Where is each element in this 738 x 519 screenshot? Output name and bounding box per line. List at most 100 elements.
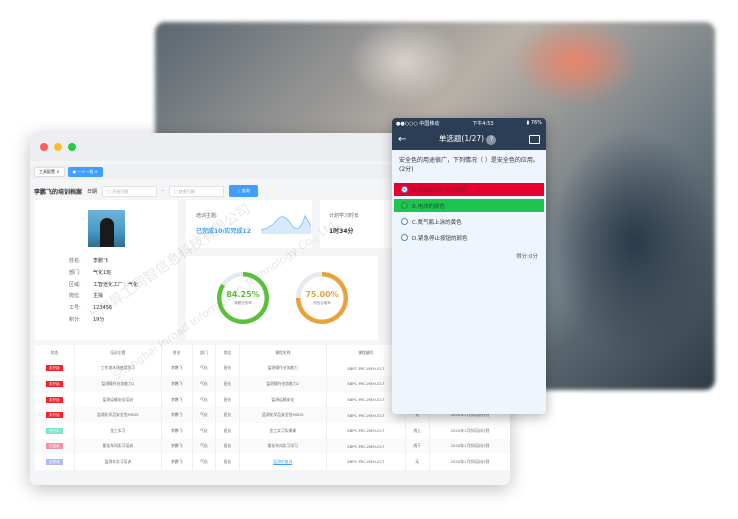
status-bar: ●●○○○ 中国移动 下午4:53 ▮ 76% [392,118,546,128]
table-cell: 气化 [192,376,217,392]
table-cell: 李鹏飞 [161,438,193,455]
maximize-dot[interactable] [68,143,76,151]
answer-card-icon[interactable] [528,134,540,144]
close-dot[interactable] [40,143,48,151]
end-date-input[interactable]: ▢ 结束日期 [168,185,224,197]
nav-bar: ← 单选题(1/27) ? [392,128,546,150]
value: 气化1班 [93,269,112,276]
ring-label: 测验合格率 [313,301,331,305]
table-cell: 2020年1月份培训计划 [429,422,510,439]
option-label: B.电线的颜色 [412,203,446,210]
tab-bar: 工具配置 × ● 一人一档 × [30,165,510,179]
label: 区域: [69,281,81,288]
date-label: 日期 [87,188,98,195]
query-button[interactable]: ○ 查询 [228,185,258,197]
label: 岗位: [69,293,81,300]
table-cell: 李鹏飞 [161,407,193,423]
column-header: 培训主题 [74,345,162,361]
table-cell: 班长 [215,391,240,408]
value: 19分 [93,316,105,323]
table-cell: 监测化学品安全包MSDS [239,407,327,423]
label: 部门: [69,269,81,276]
table-cell: 气化 [192,360,217,377]
table-cell: 李鹏飞 [161,454,193,470]
table-row[interactable]: 已结束 氨化车间实习培训 李鹏飞 气化 班长 氨化车间实习学习 SBPC-PEC-MEH-0… [35,438,510,455]
table-cell: 氨化车间实习培训 [74,438,162,455]
table-cell: 气化 [192,438,217,455]
option-b[interactable]: B.电线的颜色 [394,199,544,212]
tab-one-person-one-file[interactable]: ● 一人一档 × [67,167,104,177]
table-row[interactable]: 已完成 监测车实习培训 李鹏飞 气化 班长 监测车复训 SBPC-PEC-MEH-017 无 2… [35,454,510,470]
table-cell: 监测操作业务能力 [239,360,327,377]
table-row[interactable]: 进行中 金工实习 李鹏飞 气化 班长 金工实习实操课 SBPC-PEC-MEH-017 线上 2… [35,422,510,439]
table-cell: 监测化学品安全包MSDS [74,407,162,423]
table-cell: 工作流水线使用学习 [74,360,162,377]
value: 主操 [93,293,104,300]
quiz-pass-ring: 75.00% 测验合格率 [296,272,348,324]
training-value: 已完成10/应完成12 [196,228,251,235]
option-d[interactable]: D.紧急停止按钮的颜色 [394,231,544,244]
table-cell: 氨化车间实习学习 [239,438,327,455]
table-cell: 气化 [192,422,217,439]
status-badge: 未开始 [46,412,63,419]
label: 工号: [69,305,81,312]
profile-card: 姓名: 李鹏飞 部门: 气化1班 区域: 工智途化工厂：气化 岗位: 主操 工号: 123… [35,200,178,340]
table-cell: 金工实习 [74,422,162,439]
status-badge: 未开始 [46,365,63,372]
table-cell: 监测运输安全 [239,391,327,408]
sparkline [261,214,311,234]
value: 工智途化工厂：气化 [93,281,139,288]
value: 李鹏飞 [93,258,109,264]
label: 姓名: [69,258,81,264]
table-cell: 李鹏飞 [161,422,193,439]
plan-value: 1时34分 [329,228,354,235]
ring-label: 课题完成率 [234,301,252,305]
plan-label: 计划学习时长 [329,213,360,219]
status-badge: 进行中 [46,427,63,434]
column-header: 课程名称 [239,345,327,361]
question-text: 安全色的用途很广，下列情况（ ）是安全色的应用。(2分) [399,157,539,173]
tab-tool-config[interactable]: 工具配置 × [34,167,65,177]
profile-info: 姓名: 李鹏飞 部门: 气化1班 区域: 工智途化工厂：气化 岗位: 主操 工号: 123… [69,256,138,327]
table-cell: 线下 [405,438,430,455]
option-c[interactable]: C.氮气瓶上涂的黄色 [394,215,544,228]
course-completion-ring: 84.25% 课题完成率 [217,272,269,324]
carrier: ●●○○○ 中国移动 [396,120,440,127]
minimize-dot[interactable] [54,143,62,151]
table-cell: 班长 [215,422,240,439]
table-cell: 李鹏飞 [161,391,193,408]
table-cell: 李鹏飞 [161,376,193,392]
table-cell: 无 [405,454,430,470]
table-cell: 班长 [215,454,240,470]
column-header: 部门 [192,345,217,361]
option-label: D.紧急停止按钮的颜色 [412,235,468,242]
filter-header: 李鹏飞的培训档案 日期 ▢ 开始日期 - ▢ 结束日期 ○ 查询 [30,179,510,203]
table-cell: SBPC-PEC-MEH-017 [326,438,406,455]
table-row[interactable]: 未开始 监测运输安全培训 李鹏飞 气化 班长 监测运输安全 SBPC-PEC-MEH-017 [35,391,510,408]
table-cell: SBPC-PEC-MEH-017 [326,454,406,470]
status-badge: 已完成 [46,458,63,465]
table-cell: 气化 [192,454,217,470]
table-cell: 金工实习实操课 [239,422,327,439]
battery: ▮ 76% [526,120,542,126]
table-cell: 班长 [215,407,240,423]
table-cell: 班长 [215,360,240,377]
value: 123456 [93,305,113,312]
table-cell: 2020年1月份培训计划 [429,438,510,455]
date-separator: - [162,188,164,194]
option-label: C.氮气瓶上涂的黄色 [412,219,462,226]
table-cell: SBPC-PEC-MEH-017 [326,376,406,392]
option-label: A.墙面装饰的不同颜色 [412,187,467,194]
table-cell: 2020年1月份培训计划 [429,454,510,470]
rate-card: 84.25% 课题完成率 75.00% 测验合格率 [186,256,378,340]
status-badge: 未开始 [46,396,63,403]
avatar [88,210,125,247]
phone-quiz-screen: ●●○○○ 中国移动 下午4:53 ▮ 76% ← 单选题(1/27) ? 安全色的… [392,118,546,414]
back-arrow-icon[interactable]: ← [398,133,407,145]
table-cell[interactable]: 监测车复训 [239,454,327,470]
page-title: 李鹏飞的培训档案 [34,188,83,196]
help-icon[interactable]: ? [486,135,497,145]
column-header: 姓名 [161,345,193,361]
start-date-input[interactable]: ▢ 开始日期 [102,185,158,197]
option-a[interactable]: A.墙面装饰的不同颜色 [394,183,544,196]
